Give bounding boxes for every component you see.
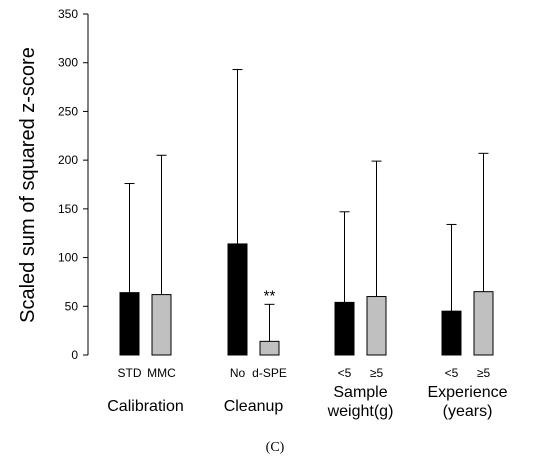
group-label-line: Sample (333, 384, 387, 401)
group-label-line: Cleanup (224, 398, 284, 415)
group-label-line: Calibration (107, 398, 183, 415)
y-tick-label: 300 (58, 56, 78, 70)
y-tick-label: 0 (71, 348, 78, 362)
group-label-line: (years) (443, 403, 493, 420)
y-tick-label: 200 (58, 153, 78, 167)
category-label: <5 (338, 366, 352, 380)
category-label: ≥5 (370, 366, 384, 380)
group-label: Experience (years) (427, 384, 507, 420)
category-label: <5 (445, 366, 459, 380)
group-label: Sample weight(g) (327, 384, 394, 420)
bar-chart: 0 50 100 150 200 250 300 350 ** STD MMC Calibrati… (17, 7, 508, 420)
bar (259, 340, 280, 356)
group-label-line: weight(g) (327, 403, 394, 420)
category-label: ≥5 (477, 366, 491, 380)
y-axis-label: Scaled sum of squared z-score (17, 47, 39, 323)
y-tick-label: 150 (58, 202, 78, 216)
category-label: MMC (147, 366, 176, 380)
bar-series: ** (119, 69, 494, 356)
bar (473, 291, 494, 356)
category-label: d-SPE (252, 366, 287, 380)
x-axis-labels: STD MMC Calibration No d-SPE Cleanup <5 ≥5 Sampl… (107, 366, 507, 420)
y-tick-label: 350 (58, 7, 78, 21)
bar (366, 296, 387, 356)
y-tick-label: 100 (58, 251, 78, 265)
bar (334, 301, 355, 356)
category-label: No (230, 366, 246, 380)
category-label: STD (118, 366, 142, 380)
group-label: Calibration (107, 398, 183, 415)
y-tick-label: 50 (65, 299, 79, 313)
bar (119, 292, 140, 356)
bar (227, 243, 248, 356)
significance-annotation: ** (264, 287, 276, 304)
bar (441, 310, 462, 356)
y-axis: 0 50 100 150 200 250 300 350 (58, 7, 89, 362)
y-tick-label: 250 (58, 104, 78, 118)
group-label-line: Experience (427, 384, 507, 401)
bar (151, 294, 172, 356)
group-label: Cleanup (224, 398, 284, 415)
panel-label: (C) (265, 440, 285, 455)
